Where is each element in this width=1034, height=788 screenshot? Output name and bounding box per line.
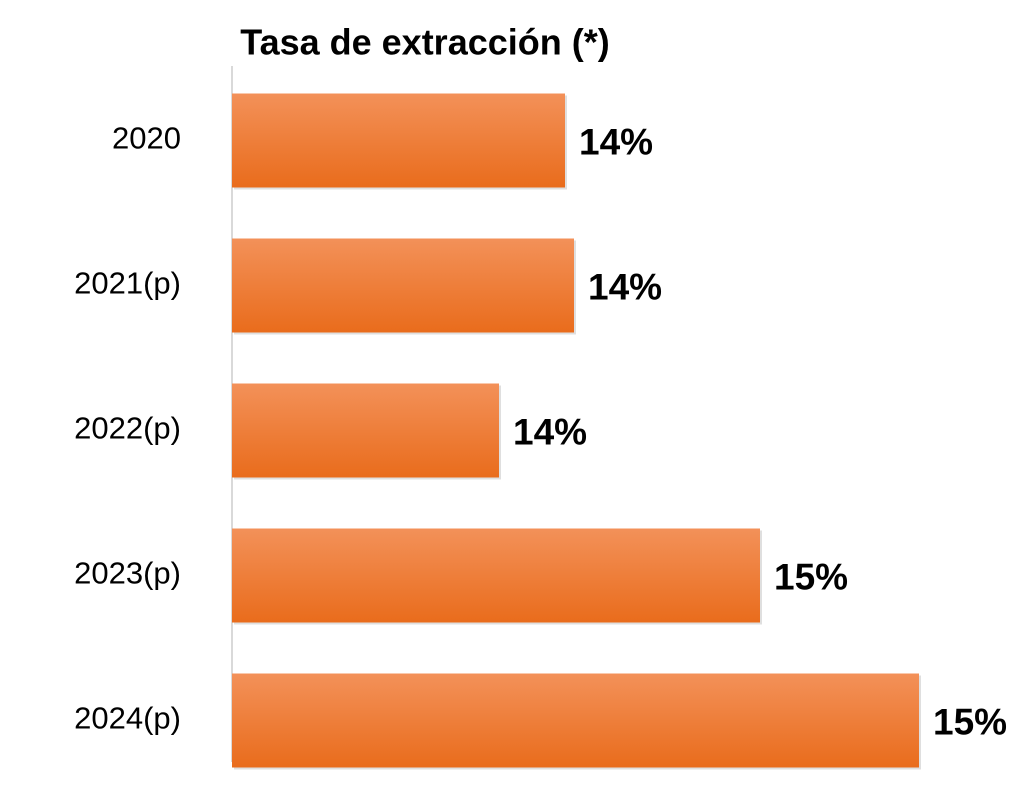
value-label: 14% (588, 266, 662, 307)
value-label: 15% (774, 556, 848, 597)
y-tick-label: 2024(p) (74, 701, 181, 736)
value-label: 15% (933, 701, 1007, 742)
value-label: 14% (513, 411, 587, 452)
y-tick-label: 2023(p) (74, 556, 181, 591)
bar (232, 528, 760, 623)
y-tick-label: 2020 (112, 121, 181, 156)
y-tick-label: 2021(p) (74, 266, 181, 301)
bar (232, 673, 919, 768)
bar (232, 93, 565, 188)
bar (232, 238, 574, 333)
value-label: 14% (579, 121, 653, 162)
chart-title: Tasa de extracción (*) (240, 22, 609, 63)
y-tick-label: 2022(p) (74, 411, 181, 446)
bar (232, 383, 499, 478)
